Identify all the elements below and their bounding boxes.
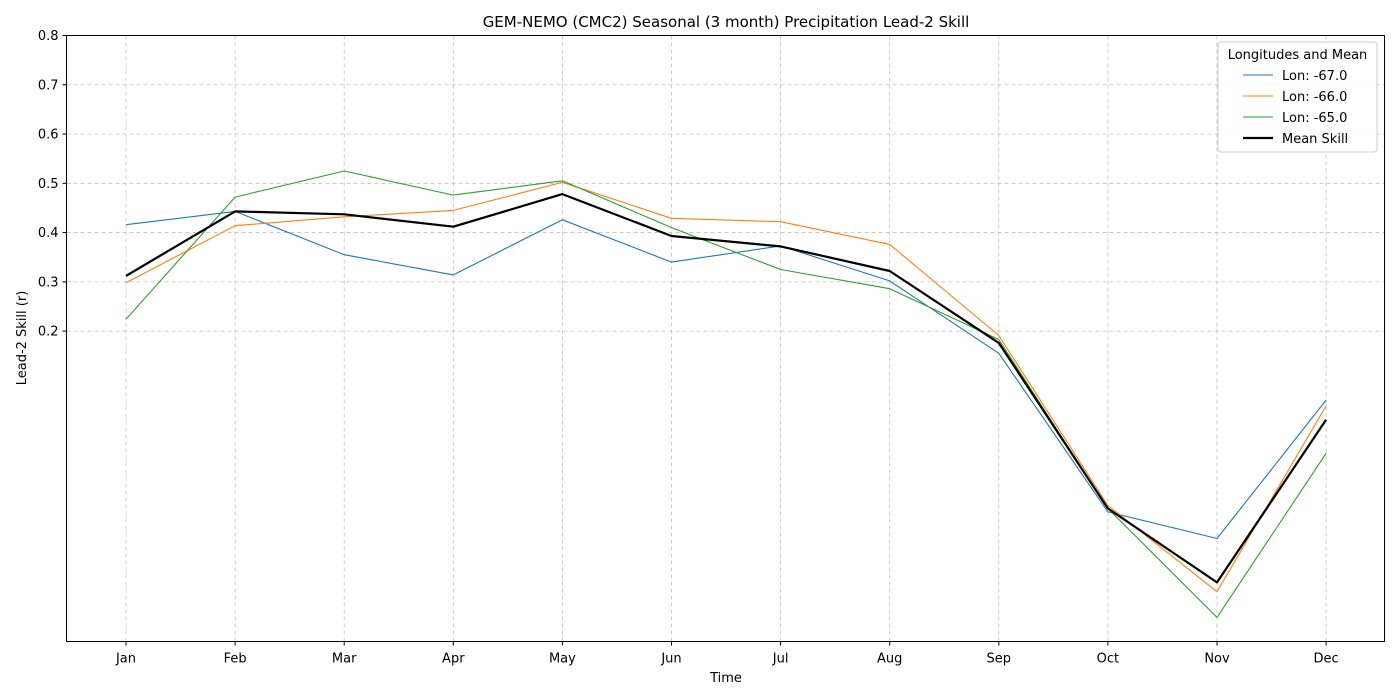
legend-box [1217,41,1378,153]
x-tick-label: Sep [987,652,1012,667]
x-tick-label: May [549,652,576,667]
y-axis-label: Lead-2 Skill (r) [15,291,30,386]
y-tick-label: 0.8 [38,29,59,44]
grid [66,35,1385,642]
x-tick-label: Apr [442,652,465,667]
x-tick-label: Nov [1204,652,1230,667]
y-axis: 0.2 0.3 0.4 0.5 0.6 0.7 0.8 [38,29,67,340]
x-axis: Jan Feb Mar Apr May Jun Jul Aug Sep Oct Nov Dec [115,641,1339,667]
y-tick-label: 0.4 [38,226,59,241]
x-tick-label: Jun [660,652,681,667]
x-axis-label: Time [709,671,742,686]
y-tick-label: 0.5 [38,177,59,192]
series-line-2 [125,181,1327,593]
x-tick-label: Oct [1097,652,1119,667]
y-tick-label: 0.3 [38,275,59,290]
series-layer [125,170,1328,618]
y-tick-label: 0.6 [38,128,59,143]
series-line-3 [125,170,1327,618]
legend-items: Lon: -67.0 Lon: -66.0 Lon: -65.0 Mean Skill [1243,69,1348,147]
legend-label: Mean Skill [1282,132,1348,147]
y-tick-label: 0.7 [38,78,59,93]
x-tick-label: Dec [1314,652,1339,667]
series-line-4 [125,193,1328,584]
y-tick-label: 0.2 [38,325,59,340]
plot-frame [66,35,1385,642]
legend-label: Lon: -65.0 [1282,111,1347,126]
x-tick-label: Feb [224,652,247,667]
legend-title: Longitudes and Mean [1228,48,1368,63]
legend: Longitudes and Mean Lon: -67.0 Lon: -66.0… [1217,41,1378,153]
x-tick-label: Mar [332,652,357,667]
chart-title: GEM-NEMO (CMC2) Seasonal (3 month) Preci… [483,13,970,31]
series-line-1 [125,210,1327,540]
x-tick-label: Jul [772,652,789,667]
legend-label: Lon: -67.0 [1282,69,1347,84]
x-tick-label: Aug [877,652,902,667]
x-tick-label: Jan [115,652,136,667]
legend-label: Lon: -66.0 [1282,90,1347,105]
